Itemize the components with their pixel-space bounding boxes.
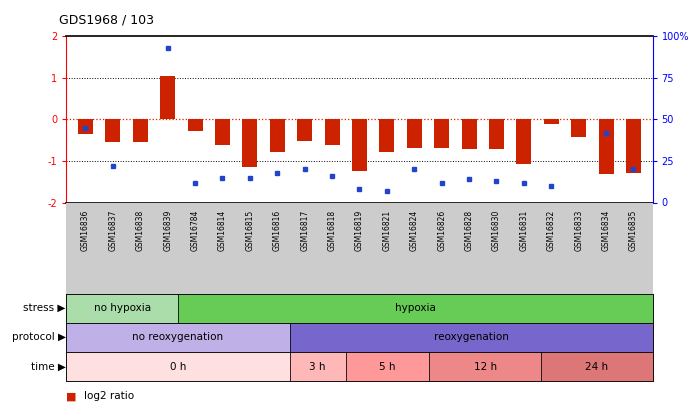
Bar [544,119,559,124]
Bar [434,119,450,148]
Text: reoxygenation: reoxygenation [433,333,509,342]
Text: hypoxia: hypoxia [395,303,436,313]
Bar [571,119,586,137]
Text: GSM16831: GSM16831 [519,210,528,251]
Text: GSM16818: GSM16818 [327,210,336,251]
Text: GSM16817: GSM16817 [300,210,309,251]
Text: GSM16815: GSM16815 [246,210,254,251]
Bar [325,119,340,145]
Text: GSM16833: GSM16833 [574,210,583,251]
Text: GSM16819: GSM16819 [355,210,364,251]
Text: protocol ▶: protocol ▶ [12,333,66,342]
Bar [66,294,178,323]
Text: ■: ■ [66,391,77,401]
Text: GSM16837: GSM16837 [108,210,117,251]
Bar [188,119,202,131]
Bar [598,119,614,174]
Bar [178,294,653,323]
Bar [133,119,148,142]
Text: GSM16830: GSM16830 [492,210,501,251]
Bar [626,119,641,173]
Bar [346,352,429,381]
Bar [461,119,477,149]
Bar [290,323,653,352]
Text: log2 ratio: log2 ratio [84,391,134,401]
Bar [489,119,504,149]
Bar [297,119,312,141]
Text: time ▶: time ▶ [31,362,66,371]
Text: GSM16816: GSM16816 [273,210,282,251]
Bar [407,119,422,148]
Text: GSM16836: GSM16836 [81,210,90,251]
Bar [66,352,290,381]
Text: stress ▶: stress ▶ [23,303,66,313]
Text: GSM16838: GSM16838 [136,210,144,251]
Bar [517,119,531,164]
Bar [78,119,93,134]
Bar [290,352,346,381]
Bar [269,119,285,152]
Text: 12 h: 12 h [473,362,497,371]
Bar [242,119,258,167]
Text: GSM16824: GSM16824 [410,210,419,251]
Bar [352,119,367,171]
Text: GSM16835: GSM16835 [629,210,638,251]
Text: GSM16814: GSM16814 [218,210,227,251]
Text: GSM16832: GSM16832 [547,210,556,251]
Bar [160,76,175,119]
Bar [66,323,290,352]
Text: 24 h: 24 h [585,362,609,371]
Text: 5 h: 5 h [379,362,396,371]
Text: GSM16828: GSM16828 [465,210,473,251]
Bar [429,352,541,381]
Text: GDS1968 / 103: GDS1968 / 103 [59,14,154,27]
Bar [541,352,653,381]
Bar [105,119,121,142]
Text: GSM16826: GSM16826 [437,210,446,251]
Text: GSM16821: GSM16821 [383,210,392,251]
Text: 3 h: 3 h [309,362,326,371]
Text: no hypoxia: no hypoxia [94,303,151,313]
Text: GSM16784: GSM16784 [191,210,200,251]
Text: 0 h: 0 h [170,362,186,371]
Bar [215,119,230,145]
Text: GSM16839: GSM16839 [163,210,172,251]
Text: GSM16834: GSM16834 [602,210,611,251]
Text: no reoxygenation: no reoxygenation [133,333,223,342]
Bar [379,119,394,152]
